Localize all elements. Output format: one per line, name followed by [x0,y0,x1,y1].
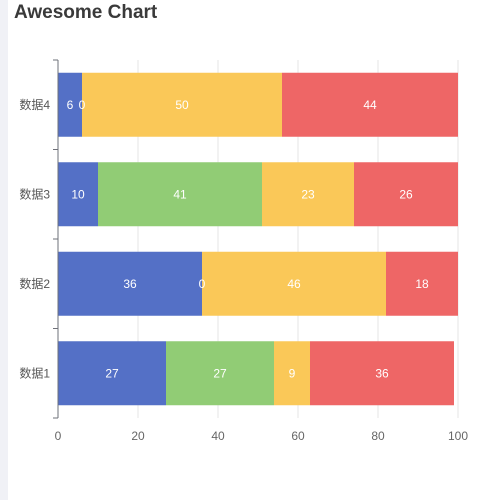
data-label: 27 [105,366,119,380]
data-label: 50 [175,98,189,112]
bar-segment[interactable] [58,251,202,316]
x-tick-label: 100 [448,429,468,443]
bar-segment[interactable] [82,72,282,137]
data-label: 6 [67,98,74,112]
category-label: 数据2 [19,276,50,291]
data-label: 36 [123,277,137,291]
data-label: 18 [415,277,429,291]
category-label: 数据1 [19,365,50,380]
x-tick-label: 0 [55,429,62,443]
bar-segment[interactable] [166,341,274,406]
bar-segment[interactable] [274,341,310,406]
data-label: 27 [213,366,227,380]
bar-segment[interactable] [386,251,458,316]
data-label: 0 [79,98,86,112]
bar-segment[interactable] [58,162,98,227]
data-label: 23 [301,187,315,201]
bar-segment[interactable] [202,251,386,316]
chart-title: Awesome Chart [14,2,158,23]
data-label: 10 [71,187,85,201]
bars [58,72,458,406]
data-label: 0 [199,277,206,291]
x-tick-label: 40 [211,429,225,443]
data-label: 26 [399,187,413,201]
x-tick-label: 80 [371,429,385,443]
left-panel-strip [0,0,8,500]
x-tick-label: 60 [291,429,305,443]
category-label: 数据3 [19,186,50,201]
bar-segment[interactable] [282,72,458,137]
data-label: 46 [287,277,301,291]
bar-segment[interactable] [58,341,166,406]
data-label: 9 [289,366,296,380]
bar-segment[interactable] [58,72,82,137]
bar-segment[interactable] [98,162,262,227]
x-tick-label: 20 [131,429,145,443]
data-label: 36 [375,366,389,380]
data-label: 44 [363,98,377,112]
bar-segment[interactable] [262,162,354,227]
bar-segment[interactable] [354,162,458,227]
bar-segment[interactable] [310,341,454,406]
category-label: 数据4 [19,97,50,112]
data-label: 41 [173,187,187,201]
